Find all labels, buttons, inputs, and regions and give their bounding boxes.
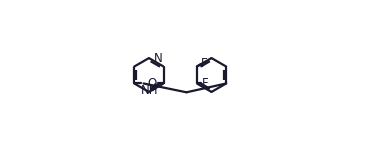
Text: N: N <box>154 52 163 65</box>
Text: F: F <box>201 57 208 70</box>
Text: NH: NH <box>141 84 159 97</box>
Text: F: F <box>202 77 208 90</box>
Text: O: O <box>147 77 157 90</box>
